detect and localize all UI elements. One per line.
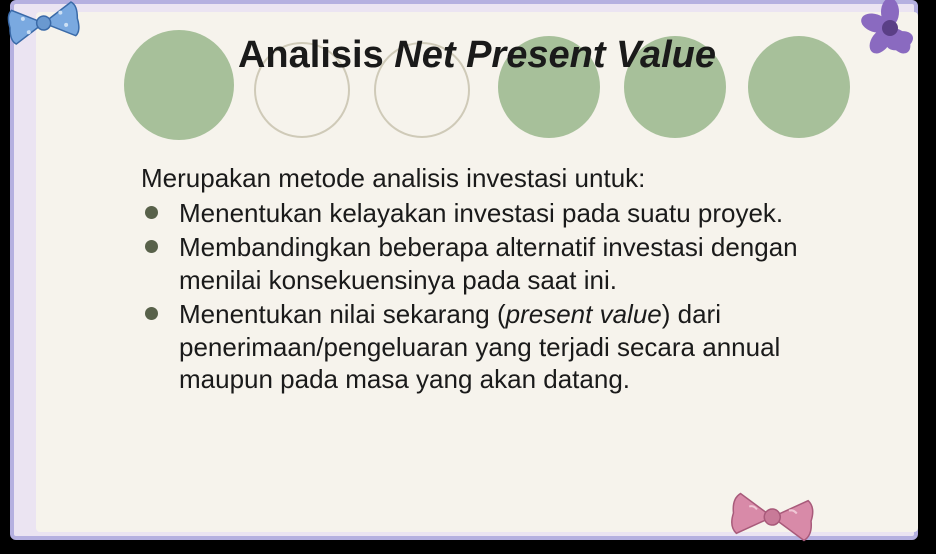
slide-title: Analisis Net Present Value	[36, 34, 918, 77]
slide-canvas: Analisis Net Present Value Merupakan met…	[36, 12, 918, 532]
bullet-item: Menentukan kelayakan investasi pada suat…	[141, 197, 858, 230]
title-part2: Net Present Value	[394, 34, 716, 76]
bullet-list: Menentukan kelayakan investasi pada suat…	[141, 197, 858, 396]
bowtie-decoration-top	[5, 0, 84, 58]
slide-body: Merupakan metode analisis investasi untu…	[141, 162, 858, 398]
bullet-text-italic: present value	[506, 299, 662, 329]
intro-text: Merupakan metode analisis investasi untu…	[141, 162, 858, 195]
bullet-text: Menentukan nilai sekarang (	[179, 299, 506, 329]
title-part1: Analisis	[238, 34, 394, 76]
bullet-item: Membandingkan beberapa alternatif invest…	[141, 231, 858, 296]
bullet-item: Menentukan nilai sekarang (present value…	[141, 298, 858, 396]
bullet-text: Membandingkan beberapa alternatif invest…	[179, 232, 798, 295]
flower-decoration	[860, 0, 920, 63]
outer-frame: Analisis Net Present Value Merupakan met…	[10, 0, 918, 540]
bowtie-decoration-bottom	[727, 485, 817, 554]
